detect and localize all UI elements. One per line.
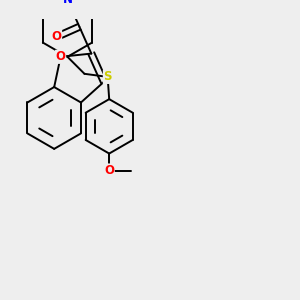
- Text: O: O: [52, 30, 61, 44]
- Text: S: S: [103, 70, 112, 83]
- Text: O: O: [104, 164, 114, 177]
- Text: O: O: [56, 50, 66, 63]
- Text: N: N: [62, 0, 73, 6]
